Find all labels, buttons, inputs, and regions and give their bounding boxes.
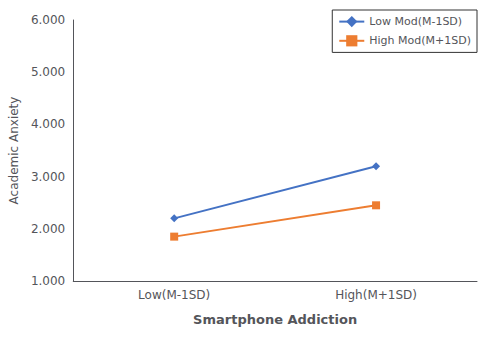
svg-text:High(M+1SD): High(M+1SD) [335, 288, 417, 302]
svg-text:Low(M-1SD): Low(M-1SD) [138, 288, 210, 302]
svg-text:Smartphone Addiction: Smartphone Addiction [193, 312, 357, 327]
svg-text:2.000: 2.000 [31, 222, 65, 236]
svg-text:4.000: 4.000 [31, 117, 65, 131]
svg-text:Low Mod(M-1SD): Low Mod(M-1SD) [369, 15, 462, 28]
svg-text:Academic Anxiety: Academic Anxiety [7, 97, 21, 205]
svg-text:6.000: 6.000 [31, 13, 65, 27]
svg-text:1.000: 1.000 [31, 274, 65, 288]
svg-text:3.000: 3.000 [31, 170, 65, 184]
svg-text:High Mod(M+1SD): High Mod(M+1SD) [369, 34, 471, 47]
svg-text:5.000: 5.000 [31, 65, 65, 79]
